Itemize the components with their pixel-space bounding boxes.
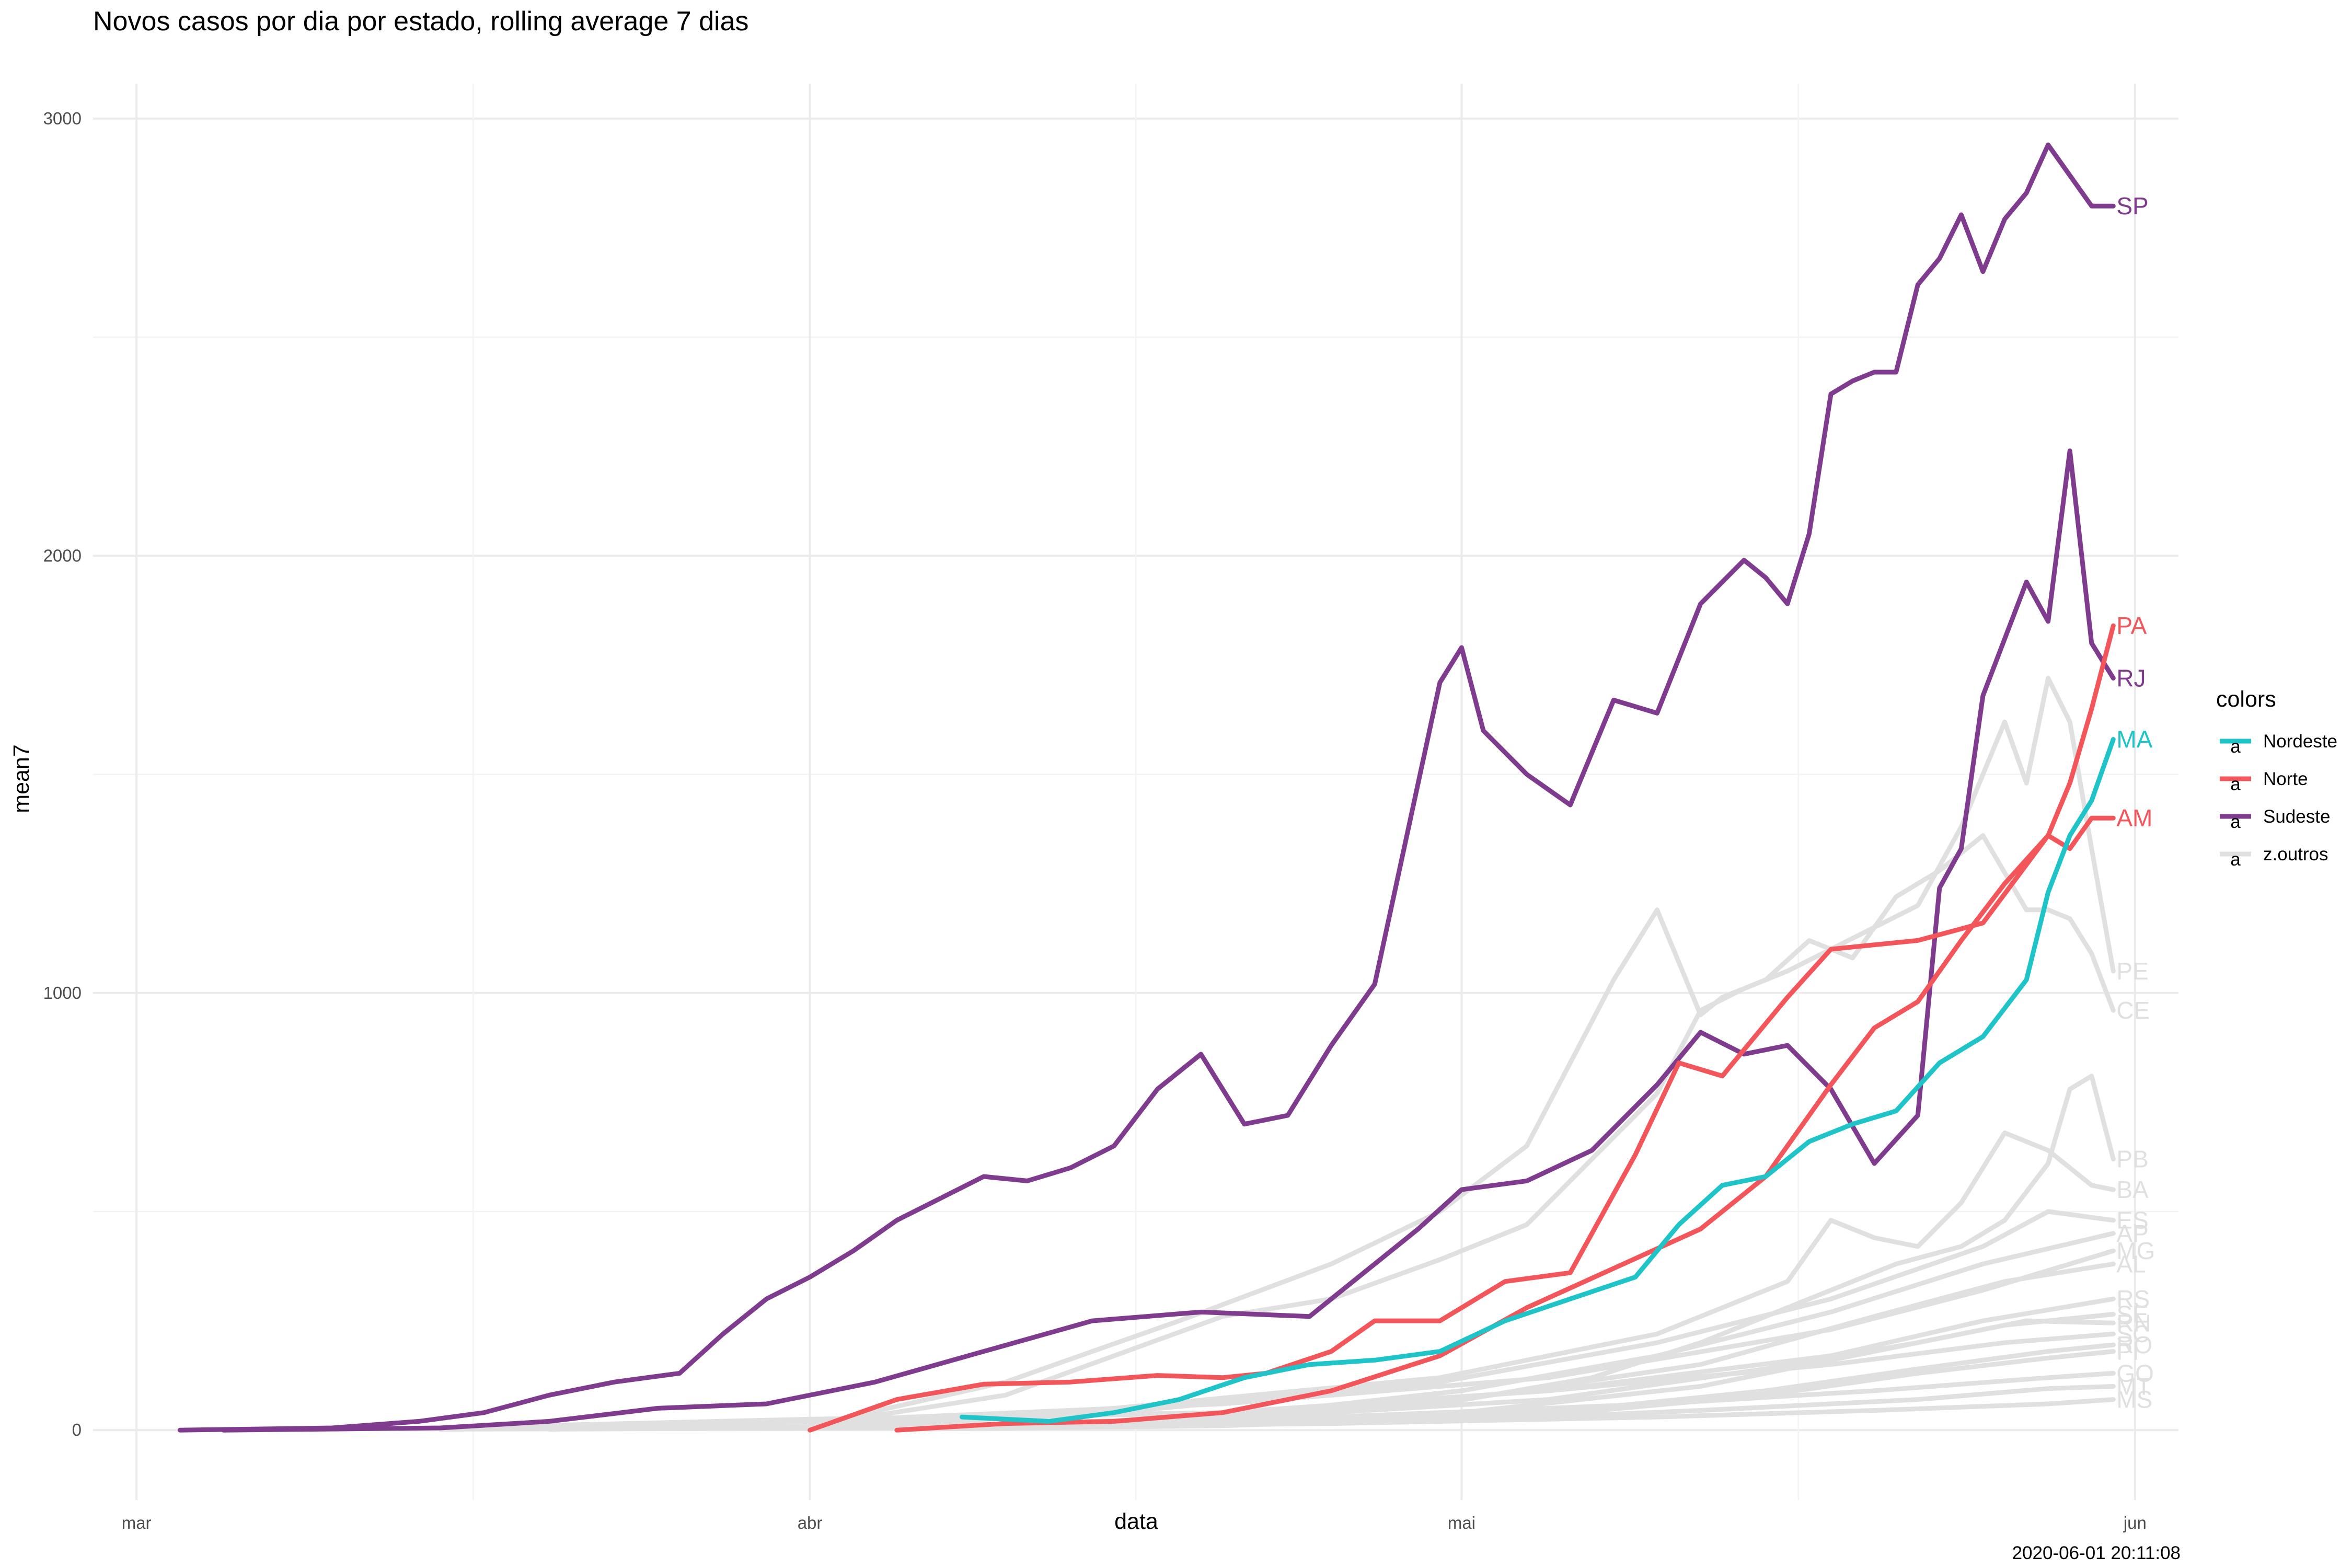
end-label-rn: RN (2116, 1309, 2151, 1336)
series-line-pa (894, 623, 2116, 1433)
legend-label: z.outros (2263, 844, 2328, 864)
x-tick-label: mar (122, 1513, 152, 1532)
end-label-pa: PA (2116, 612, 2147, 639)
end-label-es: ES (2116, 1207, 2148, 1234)
legend-key-glyph: a (2230, 849, 2241, 870)
y-axis-title: mean7 (9, 744, 34, 813)
end-label-am: AM (2116, 804, 2152, 832)
series-line-pe (808, 676, 2116, 1428)
y-tick-label: 0 (72, 1420, 82, 1439)
end-label-ba: BA (2116, 1176, 2149, 1203)
series-line-ma (960, 737, 2116, 1424)
end-label-mg: MG (2116, 1237, 2155, 1264)
legend-key-glyph: a (2230, 774, 2241, 794)
series-line-am (808, 815, 2116, 1433)
series-lines (177, 142, 2116, 1433)
series-line-ce (808, 833, 2116, 1428)
end-label-ma: MA (2116, 726, 2152, 753)
legend-label: Nordeste (2263, 731, 2337, 752)
end-label-ms: MS (2116, 1386, 2152, 1413)
end-label-mt: MT (2116, 1373, 2151, 1400)
y-axis-ticks: 0 1000 2000 3000 (43, 109, 82, 1439)
caption-timestamp: 2020-06-01 20:11:08 (2012, 1543, 2181, 1563)
legend-label: Sudeste (2263, 806, 2330, 827)
end-label-sc: SC (2116, 1320, 2150, 1347)
y-tick-label: 1000 (43, 983, 82, 1002)
series-line-ba (808, 1130, 2116, 1428)
grid (93, 84, 2178, 1500)
end-label-ro: RO (2116, 1331, 2152, 1358)
series-line-rj (221, 448, 2116, 1433)
legend: colors a Nordeste a Norte a Sudeste a z.outros (2216, 687, 2337, 870)
legend-title: colors (2216, 687, 2276, 712)
x-tick-label: jun (2123, 1513, 2147, 1532)
x-axis-ticks: mar abr mai jun (122, 1513, 2147, 1532)
end-label-sp: SP (2116, 192, 2148, 220)
end-label-rj: RJ (2116, 665, 2146, 692)
series-line-sp (177, 142, 2116, 1433)
chart-title: Novos casos por dia por estado, rolling … (93, 6, 749, 37)
end-label-rs: RS (2116, 1285, 2150, 1312)
legend-key-glyph: a (2230, 812, 2241, 832)
end-label-pb: PB (2116, 1146, 2148, 1173)
x-axis-title: data (1114, 1509, 1158, 1534)
x-tick-label: abr (798, 1513, 823, 1532)
legend-label: Norte (2263, 769, 2308, 789)
end-label-go: GO (2116, 1359, 2154, 1387)
y-tick-label: 3000 (43, 109, 82, 128)
y-tick-label: 2000 (43, 546, 82, 565)
end-label-ap: AP (2116, 1220, 2148, 1247)
end-label-pe: PE (2116, 958, 2148, 985)
end-label-al: AL (2116, 1250, 2146, 1277)
legend-key-glyph: a (2230, 736, 2241, 757)
end-label-se: SE (2116, 1301, 2148, 1328)
series-line-sc (438, 1331, 2116, 1431)
end-label-pi: PI (2116, 1338, 2139, 1365)
end-label-ce: CE (2116, 997, 2150, 1024)
x-tick-label: mai (1448, 1513, 1475, 1532)
